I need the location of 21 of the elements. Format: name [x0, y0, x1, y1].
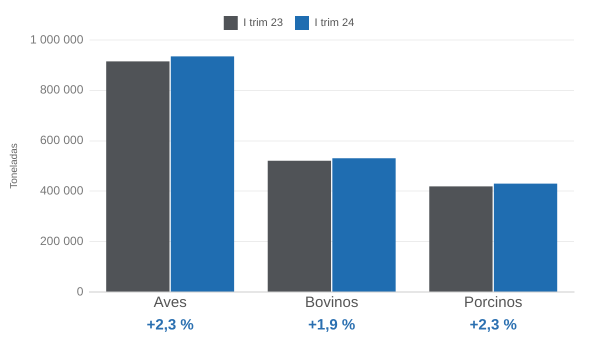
legend-label: I trim 23	[243, 17, 284, 30]
y-tick-label: 0	[76, 284, 84, 298]
text: +2,3 %	[470, 316, 517, 334]
bar	[268, 160, 332, 292]
x-tick-label: Aves	[154, 294, 187, 312]
y-tick-label: 200 000	[40, 234, 84, 248]
bar	[494, 184, 558, 292]
x-tick-label: Porcinos	[464, 294, 522, 312]
y-axis-title: Toneladas	[8, 143, 20, 189]
legend-label: I trim 24	[314, 17, 354, 30]
x-tick-label: Bovinos	[305, 294, 358, 312]
y-tick-label: 1 000 000	[30, 32, 84, 46]
y-tick-label: 800 000	[40, 82, 84, 97]
bar	[106, 61, 170, 292]
bar	[429, 186, 493, 292]
text: +2,3 %	[146, 316, 194, 334]
text: +1,9 %	[308, 316, 356, 334]
y-tick-label: 600 000	[40, 133, 84, 148]
bar	[332, 158, 396, 292]
y-tick-label: 400 000	[40, 184, 84, 198]
bar	[170, 56, 234, 292]
